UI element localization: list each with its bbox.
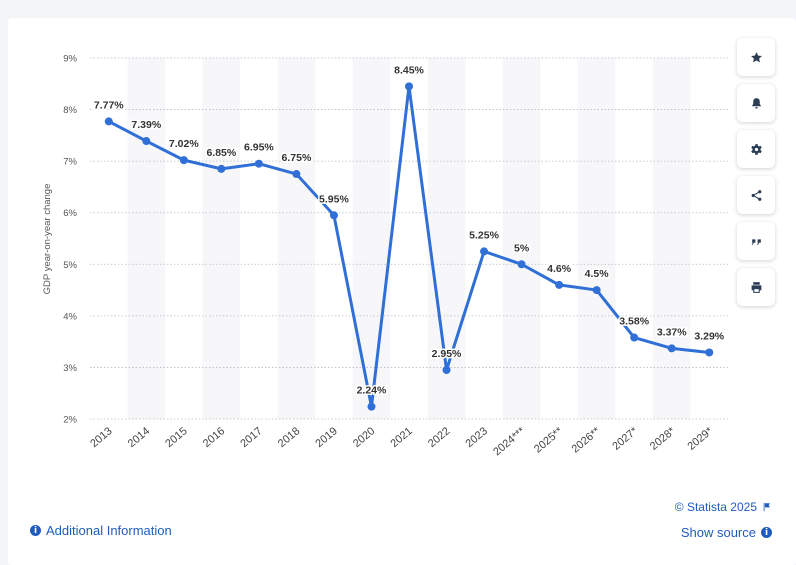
cite-button[interactable] bbox=[737, 222, 775, 260]
flag-icon bbox=[763, 502, 770, 512]
data-point[interactable] bbox=[630, 333, 639, 342]
settings-button[interactable] bbox=[737, 130, 775, 168]
x-tick-label: 2021 bbox=[388, 425, 414, 450]
data-point[interactable] bbox=[667, 344, 676, 353]
additional-information-link[interactable]: i Additional Information bbox=[30, 523, 172, 538]
data-label: 4.6% bbox=[547, 263, 572, 275]
x-tick-label: 2013 bbox=[88, 425, 114, 450]
favorite-button[interactable] bbox=[737, 38, 775, 76]
data-point[interactable] bbox=[104, 117, 113, 126]
y-tick-label: 9% bbox=[63, 54, 77, 65]
copyright-text: © Statista 2025 bbox=[674, 500, 757, 514]
data-point[interactable] bbox=[517, 260, 526, 269]
y-tick-label: 5% bbox=[63, 260, 77, 271]
x-tick-label: 2026** bbox=[570, 425, 604, 456]
x-tick-label: 2023 bbox=[464, 425, 490, 450]
data-label: 3.37% bbox=[657, 326, 687, 338]
y-tick-label: 8% bbox=[63, 105, 77, 116]
notification-button[interactable] bbox=[737, 84, 775, 122]
additional-information-label: Additional Information bbox=[46, 523, 172, 538]
share-button[interactable] bbox=[737, 176, 775, 214]
x-tick-label: 2025** bbox=[532, 425, 566, 456]
data-label: 5% bbox=[514, 242, 530, 254]
y-tick-label: 3% bbox=[63, 363, 77, 374]
x-tick-label: 2017 bbox=[238, 425, 264, 450]
y-tick-label: 2% bbox=[63, 415, 77, 426]
info-icon: i bbox=[761, 527, 772, 538]
quote-icon bbox=[751, 238, 761, 245]
x-tick-label: 2020 bbox=[351, 425, 377, 450]
data-label: 6.95% bbox=[244, 142, 274, 154]
data-label: 7.39% bbox=[131, 119, 161, 131]
data-label: 2.95% bbox=[432, 348, 462, 360]
y-tick-label: 7% bbox=[63, 157, 77, 168]
data-point[interactable] bbox=[217, 164, 226, 173]
y-tick-label: 4% bbox=[63, 311, 77, 322]
x-tick-label: 2019 bbox=[313, 425, 339, 450]
series-line-path bbox=[107, 84, 711, 409]
x-axis-ticks: 2013 2014 2015 2016 2017 2018 2019 2020 2021 2022… bbox=[88, 425, 715, 459]
x-tick-label: 2027* bbox=[610, 425, 640, 453]
gridlines bbox=[90, 57, 728, 420]
y-axis-ticks: 2% 3% 4% 5% 6% 7% 8% 9% bbox=[63, 54, 77, 426]
data-label: 6.85% bbox=[206, 147, 236, 159]
data-point[interactable] bbox=[442, 366, 451, 375]
x-tick-label: 2029* bbox=[685, 425, 715, 453]
column-band bbox=[127, 58, 166, 419]
column-band bbox=[202, 58, 241, 419]
data-point[interactable] bbox=[705, 348, 714, 357]
data-labels: 7.77% 7.39% 7.02% 6.85% 6.95% 6.75% 5.95% 2.24%… bbox=[92, 63, 726, 398]
series-line bbox=[107, 84, 711, 409]
column-band bbox=[352, 58, 391, 419]
data-point[interactable] bbox=[555, 280, 564, 289]
data-point[interactable] bbox=[329, 211, 338, 220]
column-bands bbox=[127, 58, 691, 419]
data-label: 5.25% bbox=[469, 229, 499, 241]
column-band bbox=[577, 58, 616, 419]
x-tick-label: 2015 bbox=[163, 425, 189, 450]
x-tick-label: 2022 bbox=[426, 425, 452, 450]
x-tick-label: 2016 bbox=[201, 425, 227, 450]
data-label: 7.02% bbox=[169, 138, 199, 150]
data-point[interactable] bbox=[179, 156, 188, 165]
show-source-label: Show source bbox=[680, 525, 756, 540]
x-tick-label: 2018 bbox=[276, 425, 302, 450]
data-label: 6.75% bbox=[282, 152, 312, 164]
data-label: 2.24% bbox=[357, 385, 387, 397]
data-point[interactable] bbox=[592, 286, 601, 295]
copyright-link[interactable]: © Statista 2025 bbox=[675, 500, 772, 514]
data-label: 5.95% bbox=[319, 193, 349, 205]
data-point[interactable] bbox=[367, 402, 376, 411]
data-points bbox=[104, 82, 714, 411]
share-icon bbox=[751, 189, 761, 201]
x-tick-label: 2024*** bbox=[491, 425, 528, 459]
data-label: 4.5% bbox=[585, 268, 610, 280]
column-band bbox=[277, 58, 316, 419]
gear-icon bbox=[750, 143, 762, 155]
print-icon bbox=[751, 281, 761, 293]
x-tick-label: 2028* bbox=[648, 425, 678, 453]
y-tick-label: 6% bbox=[63, 208, 77, 219]
data-point[interactable] bbox=[254, 159, 263, 168]
print-button[interactable] bbox=[737, 268, 775, 306]
data-label: 7.77% bbox=[94, 99, 124, 111]
info-icon: i bbox=[30, 525, 41, 536]
y-axis-label: GDP year-on-year change bbox=[42, 184, 53, 295]
show-source-link[interactable]: Show source i bbox=[681, 525, 772, 540]
data-label: 3.58% bbox=[619, 316, 649, 328]
star-icon bbox=[750, 51, 762, 62]
data-point[interactable] bbox=[292, 170, 301, 179]
data-point[interactable] bbox=[480, 247, 489, 256]
data-label: 8.45% bbox=[394, 64, 424, 76]
column-band bbox=[652, 58, 691, 419]
bell-icon bbox=[751, 97, 761, 109]
data-label: 3.29% bbox=[694, 330, 724, 342]
column-band bbox=[502, 58, 541, 419]
data-point[interactable] bbox=[142, 137, 151, 146]
data-point[interactable] bbox=[405, 82, 413, 91]
x-tick-label: 2014 bbox=[126, 425, 152, 450]
